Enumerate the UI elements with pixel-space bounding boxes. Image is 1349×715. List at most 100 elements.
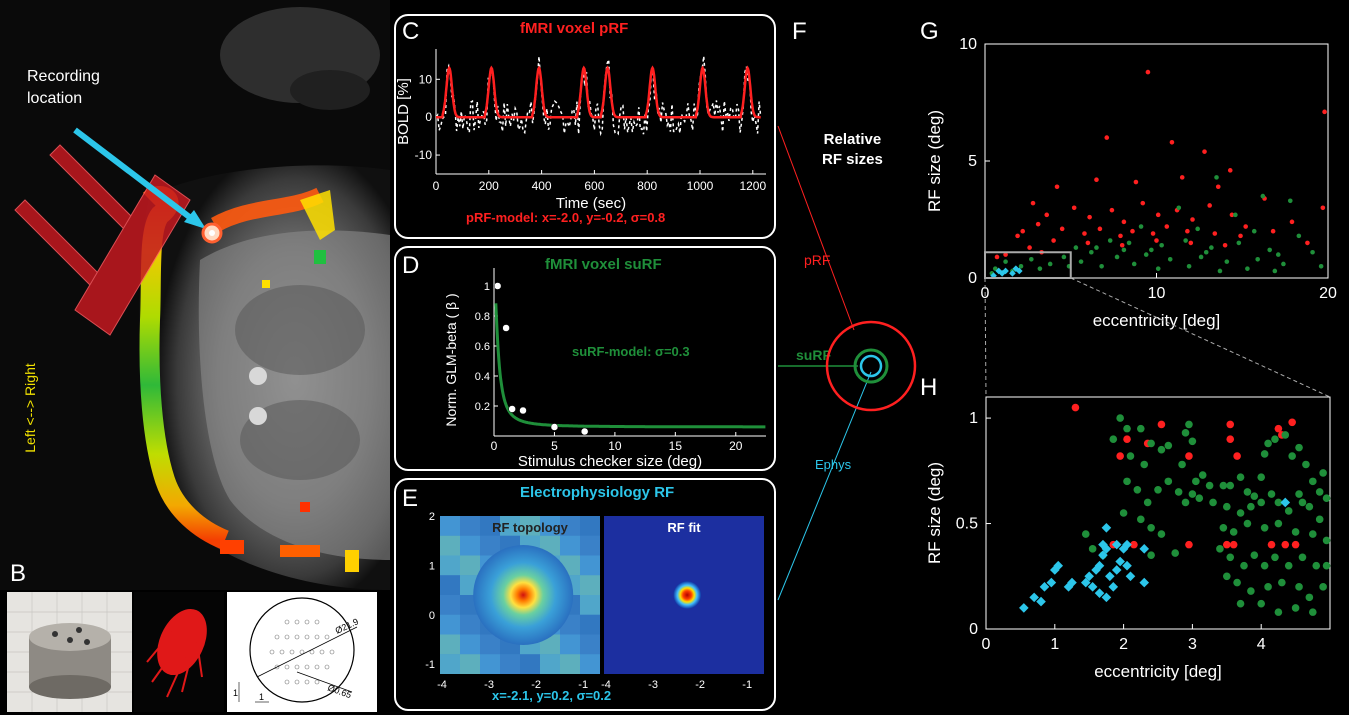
data-point-surf — [1240, 561, 1248, 570]
implant-photos: Ø21.9 Ø0.65 1 1 — [7, 592, 377, 712]
d-y-tick-label: 0.4 — [475, 371, 490, 383]
d-x-tick-label: 15 — [669, 439, 683, 453]
data-point-prf — [1109, 207, 1115, 213]
data-point-prf — [1157, 420, 1166, 429]
e-topology-x-tick: -1 — [578, 679, 588, 688]
data-point-surf — [1255, 256, 1260, 262]
recording-location-label: Recording location — [27, 68, 100, 107]
e-topology-cell — [480, 654, 500, 674]
data-point-surf — [1216, 545, 1224, 553]
data-point-prf — [1169, 139, 1175, 145]
data-point-prf — [1044, 212, 1050, 218]
data-point-surf — [1140, 460, 1149, 469]
data-point-prf — [1145, 69, 1151, 75]
data-point-ephys — [1122, 560, 1132, 571]
data-point-prf — [1150, 231, 1156, 236]
data-point-prf — [1222, 242, 1228, 248]
data-point-surf — [1298, 498, 1307, 507]
data-point-surf — [1131, 261, 1137, 267]
chartG-frame — [984, 43, 1329, 279]
data-point-surf — [1214, 175, 1219, 180]
data-point-ephys — [1139, 544, 1150, 554]
data-point-prf — [1215, 184, 1221, 190]
e-topology-hotspot — [473, 545, 574, 645]
data-point-prf — [1020, 228, 1026, 234]
prf-label: pRF — [804, 252, 831, 268]
data-point-prf — [1320, 205, 1326, 211]
data-point-surf — [1305, 593, 1314, 602]
c-x-tick-label: 1200 — [739, 179, 766, 193]
y-tick-label: 1 — [969, 410, 978, 427]
data-point-surf — [1066, 264, 1072, 269]
data-point-surf — [1219, 523, 1228, 532]
data-point-ephys — [1084, 571, 1094, 582]
data-point-surf — [1188, 437, 1197, 446]
data-point-surf — [1310, 249, 1315, 255]
chart-e-rf-maps: RF topology -4 -3 -2 -1 2 1 0 -1 RF fit -4 -3 -2 -1 — [425, 511, 764, 688]
data-point-surf — [1094, 245, 1099, 250]
e-topology-cell — [440, 535, 460, 556]
data-point-prf — [1104, 135, 1110, 140]
e-topology-cell — [480, 535, 500, 556]
panel-letter-d: D — [402, 252, 420, 279]
data-point-prf — [1035, 221, 1041, 227]
data-point-prf — [1003, 252, 1008, 257]
chart-g-rf-size-vs-eccentricity: 0 10 20 0 5 10 eccentricity [deg] RF size (deg) — [925, 36, 1337, 330]
data-point-ephys — [1029, 592, 1039, 603]
e-topology-cell — [440, 516, 460, 536]
x-tick-label: 0 — [981, 285, 990, 302]
data-point-ephys — [1111, 565, 1122, 575]
brain-slice-image — [0, 0, 390, 590]
data-point-prf — [1233, 452, 1241, 460]
data-point-surf — [1264, 439, 1272, 448]
data-point-surf — [1315, 515, 1324, 524]
e-topology-cell — [500, 654, 520, 674]
data-point-ephys — [1111, 539, 1122, 550]
data-point-surf — [1226, 481, 1235, 490]
e-topology-cell — [580, 595, 600, 615]
data-point-prf — [1118, 233, 1123, 239]
data-point-surf — [1260, 193, 1266, 199]
e-topology-y-tick: 0 — [429, 610, 435, 622]
data-point-prf — [1322, 109, 1327, 115]
data-point-surf — [1195, 494, 1204, 503]
data-point-ephys — [1098, 539, 1108, 550]
data-point-prf — [1223, 540, 1231, 549]
y-tick-label: 0 — [968, 270, 977, 287]
e-topology-title: RF topology — [492, 520, 569, 535]
e-topology-cell — [580, 575, 600, 595]
data-point-prf — [1097, 226, 1103, 232]
e-topology-cell — [560, 535, 580, 556]
data-point-surf — [1302, 460, 1310, 469]
data-point-surf — [1114, 254, 1120, 260]
data-point-prf — [1087, 214, 1092, 220]
data-point-surf — [1260, 523, 1269, 532]
data-point-ephys — [1115, 556, 1125, 567]
surf-circle — [853, 348, 889, 384]
data-point-surf — [1233, 212, 1238, 218]
y-axis-label: RF size (deg) — [925, 462, 944, 564]
data-point-surf — [1223, 502, 1231, 511]
data-point-prf — [1289, 219, 1295, 225]
data-point-ephys — [1118, 544, 1129, 554]
data-point-ephys — [1046, 577, 1057, 588]
d-data-point — [502, 324, 510, 332]
data-point-prf — [1015, 233, 1020, 239]
data-point-surf — [1149, 247, 1154, 253]
data-point-prf — [1185, 540, 1193, 549]
e-topology-cell — [560, 654, 580, 674]
panel-e-box — [394, 478, 776, 711]
c-x-axis-label: Time (sec) — [556, 195, 626, 212]
data-point-surf — [1119, 509, 1128, 517]
data-point-surf — [1250, 551, 1259, 559]
data-point-prf — [1030, 200, 1036, 206]
data-point-surf — [1274, 498, 1283, 507]
e-topology-cell — [580, 634, 600, 655]
panel-f-title: Relative RF sizes — [822, 131, 883, 168]
data-point-surf — [1171, 549, 1179, 557]
data-point-surf — [1159, 242, 1164, 248]
panel-d-model-text: suRF-model: σ=0.3 — [572, 344, 690, 359]
data-point-surf — [1188, 490, 1197, 498]
data-point-prf — [994, 254, 1000, 260]
e-topology-x-tick: -2 — [531, 679, 541, 688]
